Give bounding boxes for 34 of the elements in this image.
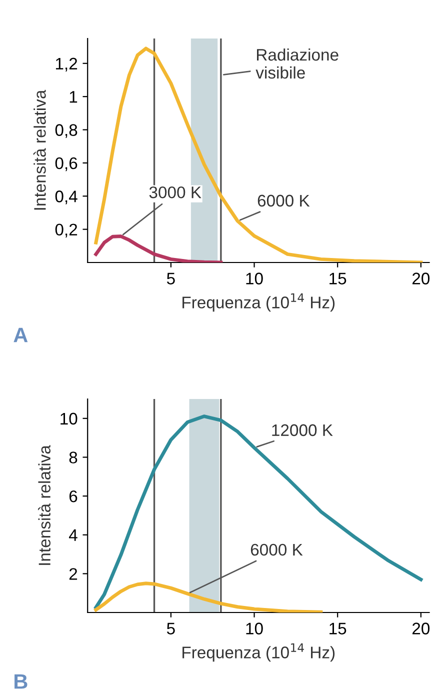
line-series — [94, 46, 423, 262]
annotation: Radiazione visibile — [256, 48, 338, 79]
y-axis-title: Intensità relativa — [38, 445, 50, 565]
text: 3000 K — [149, 186, 202, 198]
x-tick-label: 5 — [166, 622, 175, 634]
y-tick-label: 1,2 — [56, 58, 78, 72]
y-tick-label: 10 — [60, 412, 78, 425]
text: B — [14, 674, 28, 689]
x-tick-label: 10 — [246, 622, 263, 634]
text: A — [14, 328, 28, 342]
line-series — [94, 414, 423, 610]
x-axis-title: Frequenza (10$^{14}$ Hz) — [182, 643, 335, 662]
text: 6000 K — [250, 544, 303, 556]
y-tick-label: 0,2 — [55, 224, 78, 238]
y-tick-label: 4 — [68, 529, 78, 541]
y-tick-label: 0,8 — [55, 124, 78, 138]
x-axis-title: Frequenza (10$^{14}$ Hz) — [182, 293, 335, 312]
x-tick-label: 20 — [412, 272, 430, 284]
line-series — [94, 234, 223, 262]
y-axis-title: Intensità relativa — [33, 90, 46, 210]
y-tick-label: 0,4 — [55, 190, 78, 204]
y-tick-label: 0,6 — [55, 157, 78, 172]
x-tick-label: 15 — [330, 622, 346, 634]
series-label: 6000 K — [258, 194, 310, 207]
y-tick-label: 1 — [70, 91, 78, 103]
x-tick-label: 5 — [166, 272, 175, 284]
x-tick-label: 10 — [246, 272, 263, 284]
x-tick-label: 20 — [412, 622, 430, 634]
y-tick-label: 8 — [69, 452, 78, 464]
y-tick-label: 6 — [69, 490, 78, 502]
x-tick-label: 15 — [330, 272, 346, 284]
series-label: 12000 K — [272, 424, 333, 436]
y-tick-label: 2 — [69, 568, 78, 580]
line-series — [94, 582, 323, 612]
